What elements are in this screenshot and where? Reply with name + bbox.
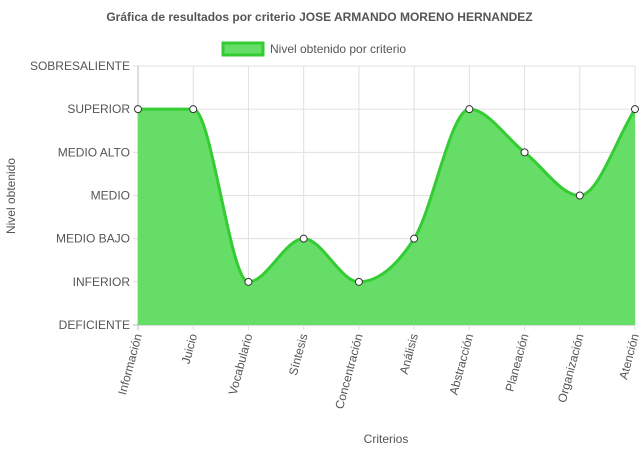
y-tick-label: INFERIOR: [73, 275, 131, 289]
y-axis-label: Nivel obtenido: [4, 158, 18, 234]
data-point[interactable]: [244, 277, 253, 286]
series-area: [138, 107, 637, 326]
y-tick-label: DEFICIENTE: [59, 318, 130, 332]
data-point[interactable]: [354, 277, 363, 286]
data-point[interactable]: [631, 105, 639, 114]
x-tick-label: Abstracción: [446, 332, 476, 396]
legend-swatch: [221, 41, 265, 57]
x-tick-label: Juicio: [179, 332, 201, 366]
y-tick-label: SOBRESALIENTE: [30, 59, 130, 73]
data-points: [134, 105, 639, 286]
data-point[interactable]: [189, 105, 198, 114]
x-tick-label: Concentración: [332, 332, 366, 410]
x-tick-label: Información: [115, 332, 145, 396]
y-tick-label: MEDIO BAJO: [56, 232, 130, 246]
x-axis-ticks: Información Juicio Vocabulario Síntesis Conc…: [115, 332, 639, 411]
data-point[interactable]: [299, 234, 308, 243]
y-tick-label: MEDIO ALTO: [58, 145, 130, 159]
x-tick-label: Análisis: [397, 332, 421, 376]
x-tick-label: Síntesis: [286, 332, 311, 377]
y-tick-label: MEDIO: [91, 189, 130, 203]
y-tick-label: SUPERIOR: [67, 102, 130, 116]
legend-label: Nivel obtenido por criterio: [270, 42, 406, 56]
y-axis-ticks: DEFICIENTE INFERIOR MEDIO BAJO MEDIO MEDIO A…: [30, 59, 130, 332]
data-point[interactable]: [134, 105, 142, 114]
data-point[interactable]: [520, 148, 529, 157]
series-line: [138, 107, 637, 284]
x-tick-label: Vocabulario: [226, 332, 256, 397]
legend[interactable]: Nivel obtenido por criterio: [221, 41, 406, 57]
x-axis-label: Criterios: [364, 432, 409, 446]
data-point[interactable]: [410, 234, 419, 243]
chart-title: Gráfica de resultados por criterio JOSE …: [106, 10, 532, 24]
x-tick-label: Organización: [555, 332, 587, 404]
x-tick-label: Atención: [616, 332, 639, 381]
data-point[interactable]: [465, 105, 474, 114]
series-area-fill: [138, 109, 635, 326]
x-tick-label: Planeación: [503, 332, 532, 393]
data-point[interactable]: [575, 191, 584, 200]
